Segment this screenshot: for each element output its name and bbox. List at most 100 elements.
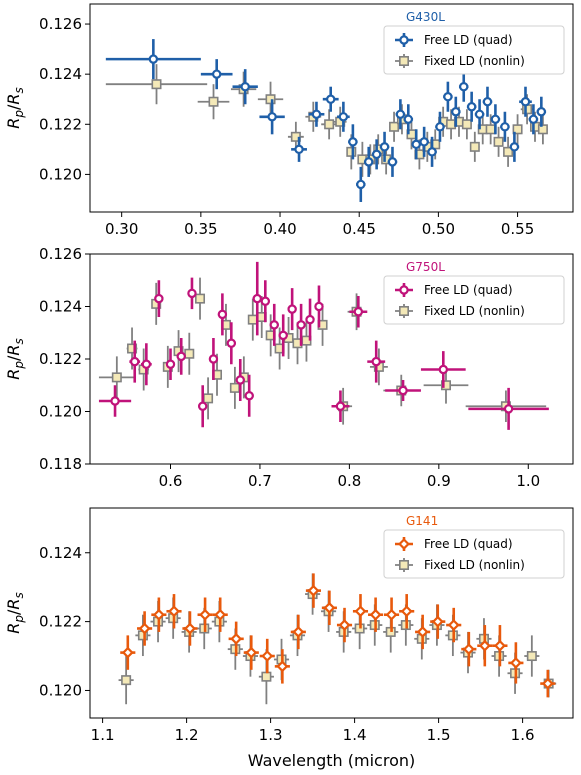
- series-free-ld: [98, 261, 549, 430]
- y-axis-label: Rp/Rs: [4, 592, 26, 634]
- data-point: [493, 136, 504, 147]
- x-tick-label: 0.35: [184, 220, 217, 238]
- data-point: [165, 359, 176, 369]
- data-point: [267, 112, 277, 122]
- chart-panel-g430l: 0.30 0.35 0.40 0.45 0.50 0.55 0.120 0.122 0.124 0…: [4, 3, 574, 238]
- y-tick-label: 0.124: [39, 298, 82, 316]
- data-point: [208, 96, 219, 107]
- data-point: [294, 144, 304, 155]
- data-point: [435, 122, 445, 132]
- data-point: [522, 104, 533, 115]
- y-tick-label: 0.126: [39, 15, 82, 33]
- y-tick-label: 0.122: [39, 350, 82, 368]
- x-tick-label: 1.6: [511, 726, 535, 744]
- data-point: [276, 660, 289, 673]
- data-point: [528, 114, 539, 124]
- legend: Free LD (quad) Fixed LD (nonlin): [383, 25, 565, 75]
- instrument-label: G750L: [406, 260, 445, 274]
- data-point: [503, 146, 514, 157]
- data-point: [512, 124, 523, 135]
- x-tick-label: 1.3: [259, 726, 283, 744]
- data-layer: [118, 573, 557, 705]
- data-point: [226, 338, 237, 348]
- x-tick-label: 1.0: [516, 472, 540, 490]
- data-point: [389, 121, 400, 132]
- data-point: [110, 396, 120, 406]
- data-point: [440, 380, 451, 391]
- y-tick-label: 0.126: [39, 245, 82, 263]
- x-tick-label: 0.55: [501, 220, 534, 238]
- data-point: [541, 677, 554, 690]
- legend: Free LD (quad) Fixed LD (nonlin): [383, 275, 565, 325]
- legend-entry: Fixed LD (nonlin): [424, 304, 525, 318]
- data-point: [509, 656, 522, 669]
- data-point: [500, 122, 510, 132]
- data-point: [152, 608, 165, 621]
- data-point: [314, 301, 324, 312]
- x-tick-label: 0.9: [427, 472, 451, 490]
- data-point: [195, 293, 206, 304]
- data-point: [121, 646, 134, 659]
- data-point: [485, 124, 496, 135]
- data-point: [229, 382, 240, 393]
- data-point: [385, 608, 398, 621]
- data-point: [369, 608, 382, 621]
- data-point: [326, 94, 336, 104]
- y-axis-label: Rp/Rs: [4, 87, 26, 129]
- data-point: [400, 605, 413, 618]
- data-point: [447, 619, 460, 632]
- data-point: [482, 97, 493, 107]
- data-point: [260, 296, 271, 306]
- data-point: [371, 149, 382, 160]
- legend-marker: [398, 305, 409, 316]
- data-point: [184, 348, 195, 359]
- y-tick-label: 0.124: [39, 544, 82, 562]
- series-free-ld: [120, 573, 556, 698]
- legend-entry: Free LD (quad): [424, 33, 513, 47]
- legend-entry: Free LD (quad): [424, 283, 513, 297]
- data-point: [296, 320, 306, 330]
- instrument-label: G430L: [406, 10, 445, 24]
- data-point: [451, 107, 461, 117]
- chart-panel-g750l: 0.6 0.7 0.8 0.9 1.0 0.118 0.120 0.122 0.124 0.126…: [4, 245, 574, 490]
- data-point: [111, 372, 122, 383]
- x-tick-label: 1.1: [91, 726, 115, 744]
- data-point: [127, 343, 138, 354]
- data-point: [307, 584, 320, 597]
- y-axis-label: Rp/Rs: [4, 338, 26, 380]
- data-point: [443, 92, 453, 102]
- data-point: [245, 646, 258, 659]
- data-point: [292, 625, 305, 638]
- data-point: [130, 356, 140, 367]
- data-point: [151, 79, 162, 90]
- x-tick-label: 1.2: [175, 726, 199, 744]
- x-tick-label: 0.45: [343, 220, 376, 238]
- y-tick-label: 0.118: [39, 455, 82, 473]
- data-point: [438, 364, 449, 375]
- data-point: [184, 622, 196, 635]
- x-axis-label: Wavelength (micron): [248, 751, 415, 770]
- y-tick-label: 0.120: [39, 403, 82, 421]
- x-tick-label: 0.30: [105, 220, 138, 238]
- x-tick-label: 0.7: [248, 472, 272, 490]
- data-point: [403, 114, 414, 124]
- data-point: [323, 601, 336, 614]
- legend-entry: Fixed LD (nonlin): [424, 54, 525, 68]
- data-point: [364, 157, 374, 167]
- data-point: [379, 142, 390, 152]
- data-point: [469, 141, 480, 152]
- legend-entry: Fixed LD (nonlin): [424, 558, 525, 572]
- data-point: [427, 147, 437, 157]
- x-tick-label: 0.40: [263, 220, 296, 238]
- data-point: [197, 401, 208, 411]
- data-point: [536, 107, 547, 117]
- data-point: [411, 139, 421, 150]
- data-point: [138, 622, 151, 635]
- data-point: [261, 650, 274, 662]
- legend: Free LD (quad) Fixed LD (nonlin): [383, 529, 565, 579]
- data-point: [493, 639, 506, 652]
- x-tick-label: 0.6: [159, 472, 183, 490]
- data-point: [490, 114, 501, 124]
- data-point: [526, 651, 537, 662]
- data-point: [287, 304, 297, 314]
